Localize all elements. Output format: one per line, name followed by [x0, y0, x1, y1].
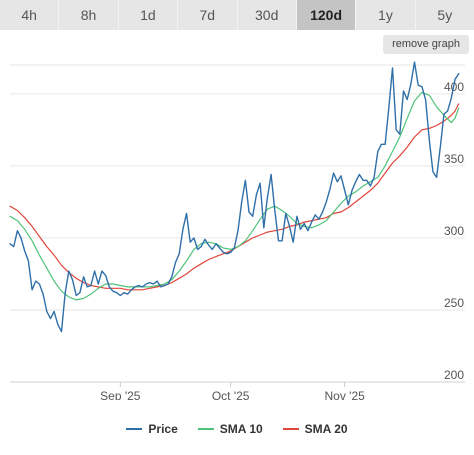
tab-8h[interactable]: 8h: [59, 0, 119, 30]
y-tick-label: 300: [444, 224, 464, 238]
y-tick-label: 350: [444, 152, 464, 166]
chart-legend: Price SMA 10 SMA 20: [0, 420, 474, 438]
timeframe-tabs: 4h 8h 1d 7d 30d 120d 1y 5y: [0, 0, 474, 30]
tab-1d[interactable]: 1d: [118, 0, 179, 30]
legend-swatch-sma10: [197, 428, 214, 430]
tab-7d[interactable]: 7d: [178, 0, 238, 30]
tab-1y[interactable]: 1y: [356, 0, 416, 30]
series-line-price[interactable]: [9, 61, 460, 333]
y-tick-label: 250: [444, 296, 464, 310]
tab-30d[interactable]: 30d: [237, 0, 297, 30]
x-tick-label: Sep '25: [100, 389, 141, 400]
y-tick-label: 200: [444, 368, 464, 382]
legend-item-price[interactable]: Price: [126, 422, 178, 436]
legend-swatch-sma20: [282, 428, 299, 430]
legend-item-sma20[interactable]: SMA 20: [282, 422, 348, 436]
tab-120d[interactable]: 120d: [296, 0, 357, 30]
x-tick-label: Nov '25: [325, 389, 366, 400]
tab-5y[interactable]: 5y: [415, 0, 474, 30]
legend-label-sma10: SMA 10: [219, 422, 263, 436]
legend-swatch-price: [126, 428, 143, 430]
legend-label-sma20: SMA 20: [304, 422, 348, 436]
series-line-sma-10[interactable]: [9, 91, 460, 301]
series-line-sma-20[interactable]: [9, 103, 460, 291]
legend-label-price: Price: [148, 422, 178, 436]
legend-item-sma10[interactable]: SMA 10: [197, 422, 263, 436]
remove-graph-button[interactable]: remove graph: [383, 35, 469, 54]
x-tick-label: Oct '25: [212, 389, 250, 400]
tab-4h[interactable]: 4h: [0, 0, 60, 30]
